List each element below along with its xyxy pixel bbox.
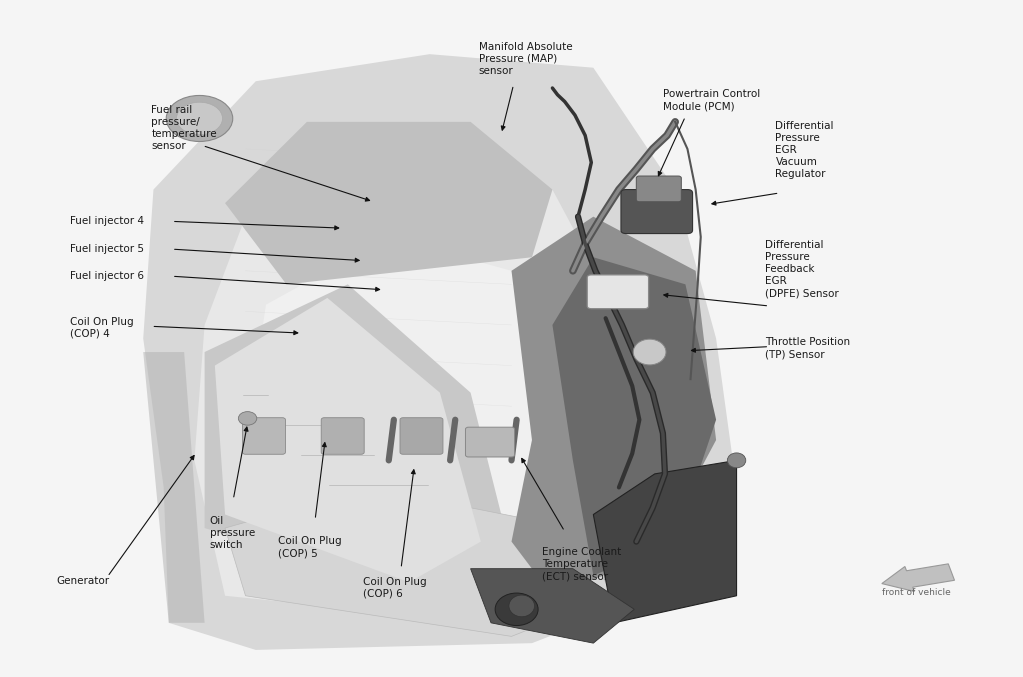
Text: Differential
Pressure
EGR
Vacuum
Regulator: Differential Pressure EGR Vacuum Regulat… <box>775 121 834 179</box>
Text: Powertrain Control
Module (PCM): Powertrain Control Module (PCM) <box>663 89 760 111</box>
Text: Fuel injector 5: Fuel injector 5 <box>70 244 143 254</box>
FancyBboxPatch shape <box>587 275 649 309</box>
Ellipse shape <box>633 339 666 365</box>
FancyBboxPatch shape <box>621 190 693 234</box>
Polygon shape <box>512 217 716 596</box>
FancyArrow shape <box>882 564 954 592</box>
Text: Differential
Pressure
Feedback
EGR
(DPFE) Sensor: Differential Pressure Feedback EGR (DPFE… <box>765 240 839 299</box>
Text: Fuel rail
pressure/
temperature
sensor: Fuel rail pressure/ temperature sensor <box>151 105 217 151</box>
Ellipse shape <box>177 102 223 135</box>
Ellipse shape <box>727 453 746 468</box>
Text: Coil On Plug
(COP) 5: Coil On Plug (COP) 5 <box>278 536 342 558</box>
FancyBboxPatch shape <box>321 418 364 454</box>
FancyBboxPatch shape <box>465 427 515 457</box>
Polygon shape <box>552 257 716 575</box>
Polygon shape <box>205 284 512 596</box>
Text: Fuel injector 4: Fuel injector 4 <box>70 217 143 226</box>
Text: Fuel injector 6: Fuel injector 6 <box>70 271 143 281</box>
Polygon shape <box>471 569 634 643</box>
Polygon shape <box>593 460 737 623</box>
Text: Manifold Absolute
Pressure (MAP)
sensor: Manifold Absolute Pressure (MAP) sensor <box>479 42 573 76</box>
Text: Engine Coolant
Temperature
(ECT) sensor: Engine Coolant Temperature (ECT) sensor <box>542 547 621 581</box>
Text: Generator: Generator <box>56 576 109 586</box>
Polygon shape <box>225 122 552 284</box>
Text: Coil On Plug
(COP) 6: Coil On Plug (COP) 6 <box>363 577 427 598</box>
FancyBboxPatch shape <box>400 418 443 454</box>
Polygon shape <box>194 149 655 623</box>
FancyBboxPatch shape <box>636 176 681 202</box>
Ellipse shape <box>238 412 257 425</box>
Text: Oil
pressure
switch: Oil pressure switch <box>210 516 255 550</box>
Text: Throttle Position
(TP) Sensor: Throttle Position (TP) Sensor <box>765 337 850 359</box>
Polygon shape <box>143 54 737 650</box>
Ellipse shape <box>509 595 535 617</box>
Text: Coil On Plug
(COP) 4: Coil On Plug (COP) 4 <box>70 317 133 338</box>
Ellipse shape <box>495 593 538 626</box>
Polygon shape <box>215 298 481 582</box>
Polygon shape <box>225 487 614 636</box>
FancyBboxPatch shape <box>242 418 285 454</box>
Polygon shape <box>246 237 573 596</box>
Text: front of vehicle: front of vehicle <box>882 588 950 597</box>
Ellipse shape <box>166 95 233 141</box>
Polygon shape <box>143 352 205 623</box>
